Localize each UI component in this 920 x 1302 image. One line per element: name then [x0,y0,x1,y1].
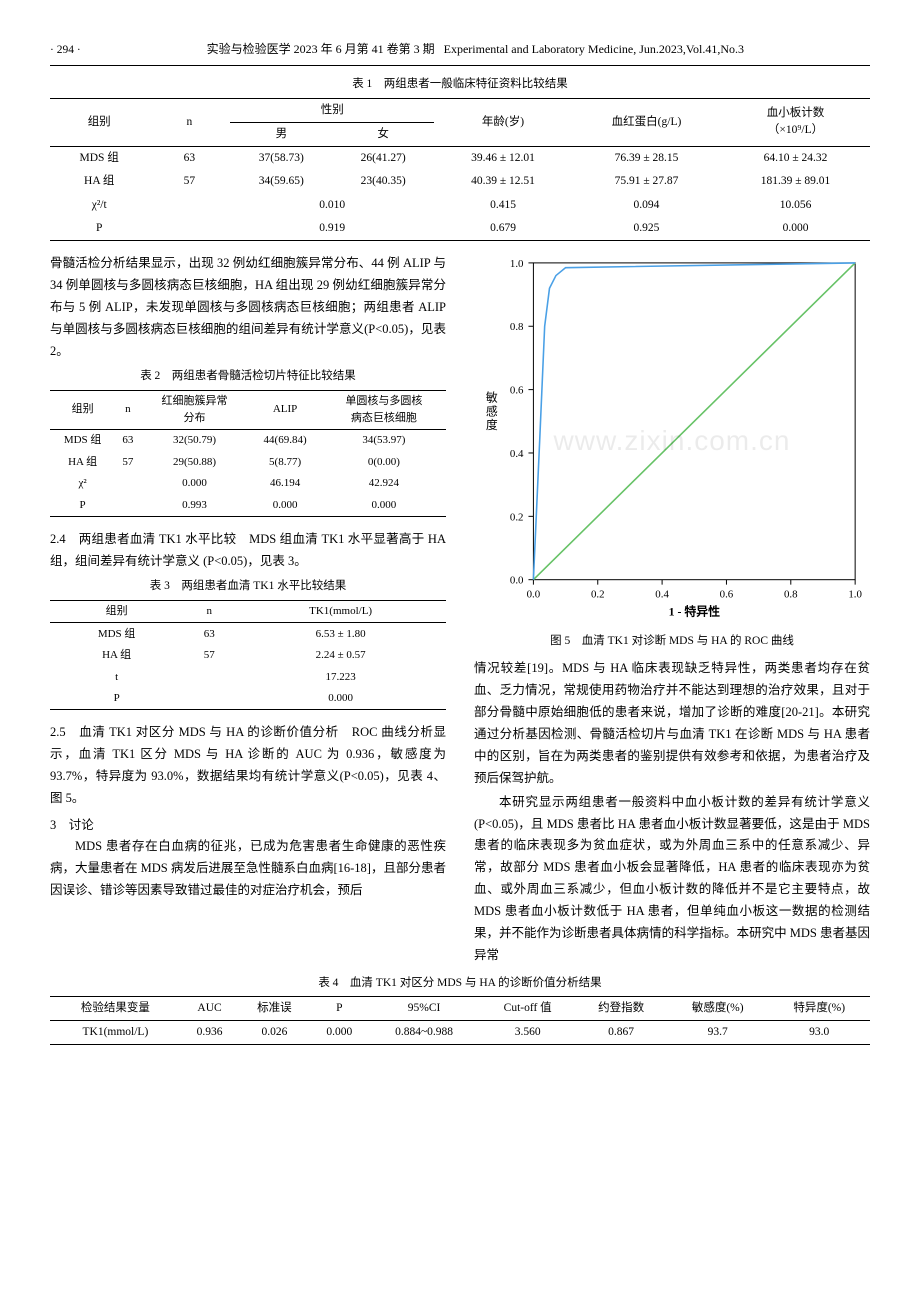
t2-h-n: n [115,390,140,429]
svg-text:0.0: 0.0 [527,589,541,601]
t3-h-tk1: TK1(mmol/L) [235,600,446,623]
t4-h3: P [311,996,369,1020]
sec24: 2.4 两组患者血清 TK1 水平比较 MDS 组血清 TK1 水平显著高于 H… [50,529,446,573]
table2: 组别 n 红细胞簇异常分布 ALIP 单圆核与多圆核病态巨核细胞 MDS 组63… [50,390,446,517]
right-para2: 本研究显示两组患者一般资料中血小板计数的差异有统计学意义(P<0.05)，且 M… [474,792,870,967]
t1-h-female: 女 [332,122,434,146]
table3: 组别nTK1(mmol/L) MDS 组636.53 ± 1.80 HA 组57… [50,600,446,711]
svg-text:0.2: 0.2 [510,511,524,523]
right-column: 0.0 0.2 0.4 0.6 0.8 1.0 0.0 0.2 0.4 0.6 0.8 1.0 敏感度 1… [474,253,870,969]
table-row: P0.9930.0000.000 [50,494,446,516]
left-para1: 骨髓活检分析结果显示，出现 32 例幼红细胞簇异常分布、44 例 ALIP 与 … [50,253,446,362]
svg-text:度: 度 [486,418,498,432]
svg-text:0.6: 0.6 [510,385,524,397]
t1-h-male: 男 [230,122,332,146]
svg-text:1.0: 1.0 [510,258,524,270]
svg-text:0.4: 0.4 [655,589,669,601]
right-para1: 情况较差[19]。MDS 与 HA 临床表现缺乏特异性，两类患者均存在贫血、乏力… [474,658,870,789]
roc-svg: 0.0 0.2 0.4 0.6 0.8 1.0 0.0 0.2 0.4 0.6 0.8 1.0 敏感度 1… [474,253,870,629]
table-row: HA 组5734(59.65)23(40.35)40.39 ± 12.5175.… [50,170,870,193]
svg-text:敏: 敏 [486,390,498,404]
table-row: HA 组5729(50.88)5(8.77)0(0.00) [50,451,446,473]
page-number: · 294 · [50,42,81,59]
sec3-para: MDS 患者存在白血病的征兆，已成为危害患者生命健康的恶性疾病，大量患者在 MD… [50,836,446,902]
table-row: P0.9190.6790.9250.000 [50,217,870,241]
journal-en: Experimental and Laboratory Medicine, Ju… [444,42,744,56]
table1: 组别 n 性别 年龄(岁) 血红蛋白(g/L) 血小板计数 （×10⁹/L） 男… [50,98,870,242]
table2-caption: 表 2 两组患者骨髓活检切片特征比较结果 [50,368,446,385]
roc-chart: 0.0 0.2 0.4 0.6 0.8 1.0 0.0 0.2 0.4 0.6 0.8 1.0 敏感度 1… [474,253,870,629]
svg-text:0.2: 0.2 [591,589,605,601]
t1-h-n: n [148,98,230,147]
journal-cn: 实验与检验医学 2023 年 6 月第 41 卷第 3 期 [207,42,435,56]
table-row: MDS 组6337(58.73)26(41.27)39.46 ± 12.0176… [50,147,870,171]
svg-text:1 - 特异性: 1 - 特异性 [669,604,721,618]
t4-h2: 标准误 [238,996,310,1020]
header-rule [50,65,870,66]
left-column: 骨髓活检分析结果显示，出现 32 例幼红细胞簇异常分布、44 例 ALIP 与 … [50,253,446,969]
t1-h-sex: 性别 [230,98,434,122]
table-row: χ²/t0.0100.4150.09410.056 [50,194,870,217]
page-header: · 294 · 实验与检验医学 2023 年 6 月第 41 卷第 3 期 Ex… [50,40,870,59]
table-row: MDS 组6332(50.79)44(69.84)34(53.97) [50,429,446,451]
table1-caption: 表 1 两组患者一般临床特征资料比较结果 [50,76,870,93]
table-row: TK1(mmol/L) 0.936 0.026 0.000 0.884~0.98… [50,1021,870,1045]
journal-line: 实验与检验医学 2023 年 6 月第 41 卷第 3 期 Experiment… [81,40,870,58]
svg-text:0.8: 0.8 [510,321,524,333]
svg-text:0.6: 0.6 [720,589,734,601]
t4-h5: Cut-off 值 [480,996,575,1020]
t1-h-group: 组别 [50,98,148,147]
table4: 检验结果变量 AUC 标准误 P 95%CI Cut-off 值 约登指数 敏感… [50,996,870,1046]
t4-h1: AUC [181,996,239,1020]
t2-h-alip: ALIP [248,390,321,429]
table3-caption: 表 3 两组患者血清 TK1 水平比较结果 [50,578,446,595]
t4-h7: 敏感度(%) [667,996,768,1020]
t4-h8: 特异度(%) [768,996,870,1020]
t2-h-mega: 单圆核与多圆核病态巨核细胞 [322,390,446,429]
t3-h-n: n [183,600,235,623]
svg-text:1.0: 1.0 [848,589,862,601]
svg-text:感: 感 [486,404,498,418]
table-row: χ²0.00046.19442.924 [50,473,446,495]
table-row: MDS 组636.53 ± 1.80 [50,623,446,645]
table-row: HA 组572.24 ± 0.57 [50,645,446,667]
t1-h-age: 年龄(岁) [434,98,572,147]
t2-h-rbc: 红细胞簇异常分布 [141,390,249,429]
table4-caption: 表 4 血清 TK1 对区分 MDS 与 HA 的诊断价值分析结果 [50,975,870,992]
t4-h0: 检验结果变量 [50,996,181,1020]
t1-h-plt: 血小板计数 （×10⁹/L） [721,98,870,147]
t1-h-hgb: 血红蛋白(g/L) [572,98,721,147]
t3-h-group: 组别 [50,600,183,623]
table-row: t17.223 [50,666,446,688]
sec25: 2.5 血清 TK1 对区分 MDS 与 HA 的诊断价值分析 ROC 曲线分析… [50,722,446,810]
t4-h6: 约登指数 [575,996,667,1020]
svg-text:0.4: 0.4 [510,448,524,460]
table-row: P0.000 [50,688,446,710]
t4-h4: 95%CI [368,996,480,1020]
fig5-caption: 图 5 血清 TK1 对诊断 MDS 与 HA 的 ROC 曲线 [474,633,870,650]
svg-text:0.8: 0.8 [784,589,798,601]
two-column-body: 骨髓活检分析结果显示，出现 32 例幼红细胞簇异常分布、44 例 ALIP 与 … [50,253,870,969]
t2-h-group: 组别 [50,390,115,429]
sec3-head: 3 讨论 [50,816,446,835]
svg-text:0.0: 0.0 [510,575,524,587]
